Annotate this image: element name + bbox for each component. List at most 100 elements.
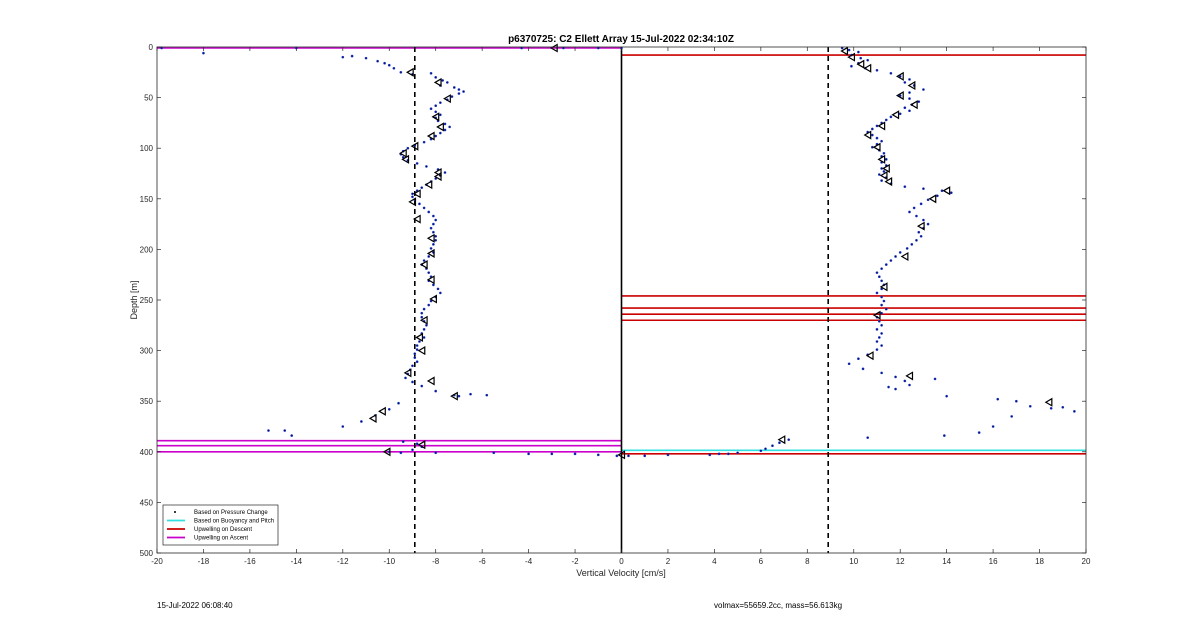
descent-data-point-center [876, 340, 878, 342]
descent-data-point-center [860, 57, 862, 59]
descent-marker [847, 52, 856, 62]
descent-marker [896, 71, 904, 81]
ascent-data-point-center [421, 312, 423, 314]
descent-data-point-center [878, 174, 880, 176]
ascent-data-point-center [284, 430, 286, 432]
descent-data-point-center [667, 454, 669, 456]
x-tick-label: -12 [337, 557, 349, 566]
ascent-data-point-center [493, 452, 495, 454]
descent-data-point-center [881, 167, 883, 169]
ascent-data-point-center [444, 129, 446, 131]
ascent-data-point-center [416, 162, 418, 164]
descent-marker [1044, 397, 1053, 407]
axes: -20 -18 -16 -14 -12 -10 -8 -6 -4 -2 0 2 4 6 8 10 12 14 16 1… [140, 43, 1091, 566]
ascent-data-point-center [449, 126, 451, 128]
legend-label: Upwelling on Ascent [194, 536, 248, 542]
descent-data-point-center [915, 215, 917, 217]
descent-data-point-center [885, 308, 887, 310]
y-tick-label: 400 [140, 448, 154, 457]
ascent-marker [412, 214, 421, 224]
descent-data-point-center [885, 264, 887, 266]
ascent-marker [549, 43, 558, 53]
descent-data-point-center [888, 386, 890, 388]
y-tick-label: 450 [140, 498, 154, 507]
ascent-data-point-center [430, 108, 432, 110]
ascent-data-point-center [444, 171, 446, 173]
ascent-data-point-center [435, 219, 437, 221]
descent-data-point-center [913, 207, 915, 209]
descent-marker [896, 91, 904, 101]
descent-data-point-center [899, 113, 901, 115]
descent-data-point-center [881, 122, 883, 124]
descent-data-point-center [878, 336, 880, 338]
ascent-data-point-center [291, 435, 293, 437]
descent-data-point-center [718, 453, 720, 455]
descent-data-point-center [908, 92, 910, 94]
ascent-marker [426, 131, 435, 141]
descent-data-point-center [997, 398, 999, 400]
descent-marker [916, 221, 925, 231]
descent-marker [877, 154, 886, 164]
descent-marker [777, 435, 786, 445]
ascent-marker [401, 154, 410, 164]
descent-data-point-center [899, 251, 901, 253]
descent-data-point-center [899, 75, 901, 77]
ascent-data-point-center [458, 395, 460, 397]
x-tick-label: 20 [1082, 557, 1091, 566]
ascent-data-point-center [416, 190, 418, 192]
ascent-data-point-center [428, 255, 430, 257]
ascent-data-point-center [435, 76, 437, 78]
descent-data-point-center [841, 47, 843, 49]
descent-marker [863, 130, 872, 140]
descent-data-point-center [885, 119, 887, 121]
descent-data-point-center [881, 296, 883, 298]
ascent-marker [417, 346, 426, 356]
ascent-data-point-center [430, 227, 432, 229]
y-tick-label: 200 [140, 245, 154, 254]
ascent-data-point-center [411, 449, 413, 451]
ascent-marker [443, 94, 451, 104]
descent-marker [863, 63, 872, 73]
ascent-data-point-center [432, 243, 434, 245]
descent-data-point-center [978, 432, 980, 434]
ascent-data-point-center [411, 196, 413, 198]
ascent-data-point-center [430, 300, 432, 302]
descent-data-point-center [908, 78, 910, 80]
descent-data-point-center [771, 445, 773, 447]
descent-data-point-center [881, 268, 883, 270]
ascent-data-point-center [416, 345, 418, 347]
descent-data-point-center [899, 95, 901, 97]
y-tick-label: 50 [144, 94, 153, 103]
descent-data-point-center [908, 384, 910, 386]
ascent-data-point-center [416, 443, 418, 445]
descent-data-point-center [895, 255, 897, 257]
descent-data-point-center [878, 320, 880, 322]
ascent-marker [419, 260, 428, 270]
descent-data-point-center [881, 180, 883, 182]
ascent-marker [433, 77, 442, 87]
ascent-data-point-center [616, 455, 618, 457]
legend-label: Based on Pressure Change [194, 510, 268, 516]
descent-data-point-center [885, 158, 887, 160]
ascent-data-point-center [442, 79, 444, 81]
descent-data-point-center [709, 454, 711, 456]
ascent-data-point-center [435, 105, 437, 107]
ascent-data-point-center [435, 135, 437, 137]
descent-data-point-center [904, 186, 906, 188]
descent-marker [905, 371, 914, 381]
descent-data-point-center [908, 98, 910, 100]
descent-data-point-center [876, 292, 878, 294]
descent-data-point-center [890, 72, 892, 74]
ascent-data-point-center [421, 187, 423, 189]
y-tick-label: 500 [140, 549, 154, 558]
ascent-marker [431, 112, 440, 122]
descent-data-point-center [881, 288, 883, 290]
descent-data-point-center [881, 324, 883, 326]
y-tick-label: 250 [140, 296, 154, 305]
ascent-data-point-center [342, 56, 344, 58]
descent-data-point-center [1011, 415, 1013, 417]
descent-data-point-center [934, 378, 936, 380]
ascent-data-point-center [528, 453, 530, 455]
descent-data-point-center [867, 437, 869, 439]
